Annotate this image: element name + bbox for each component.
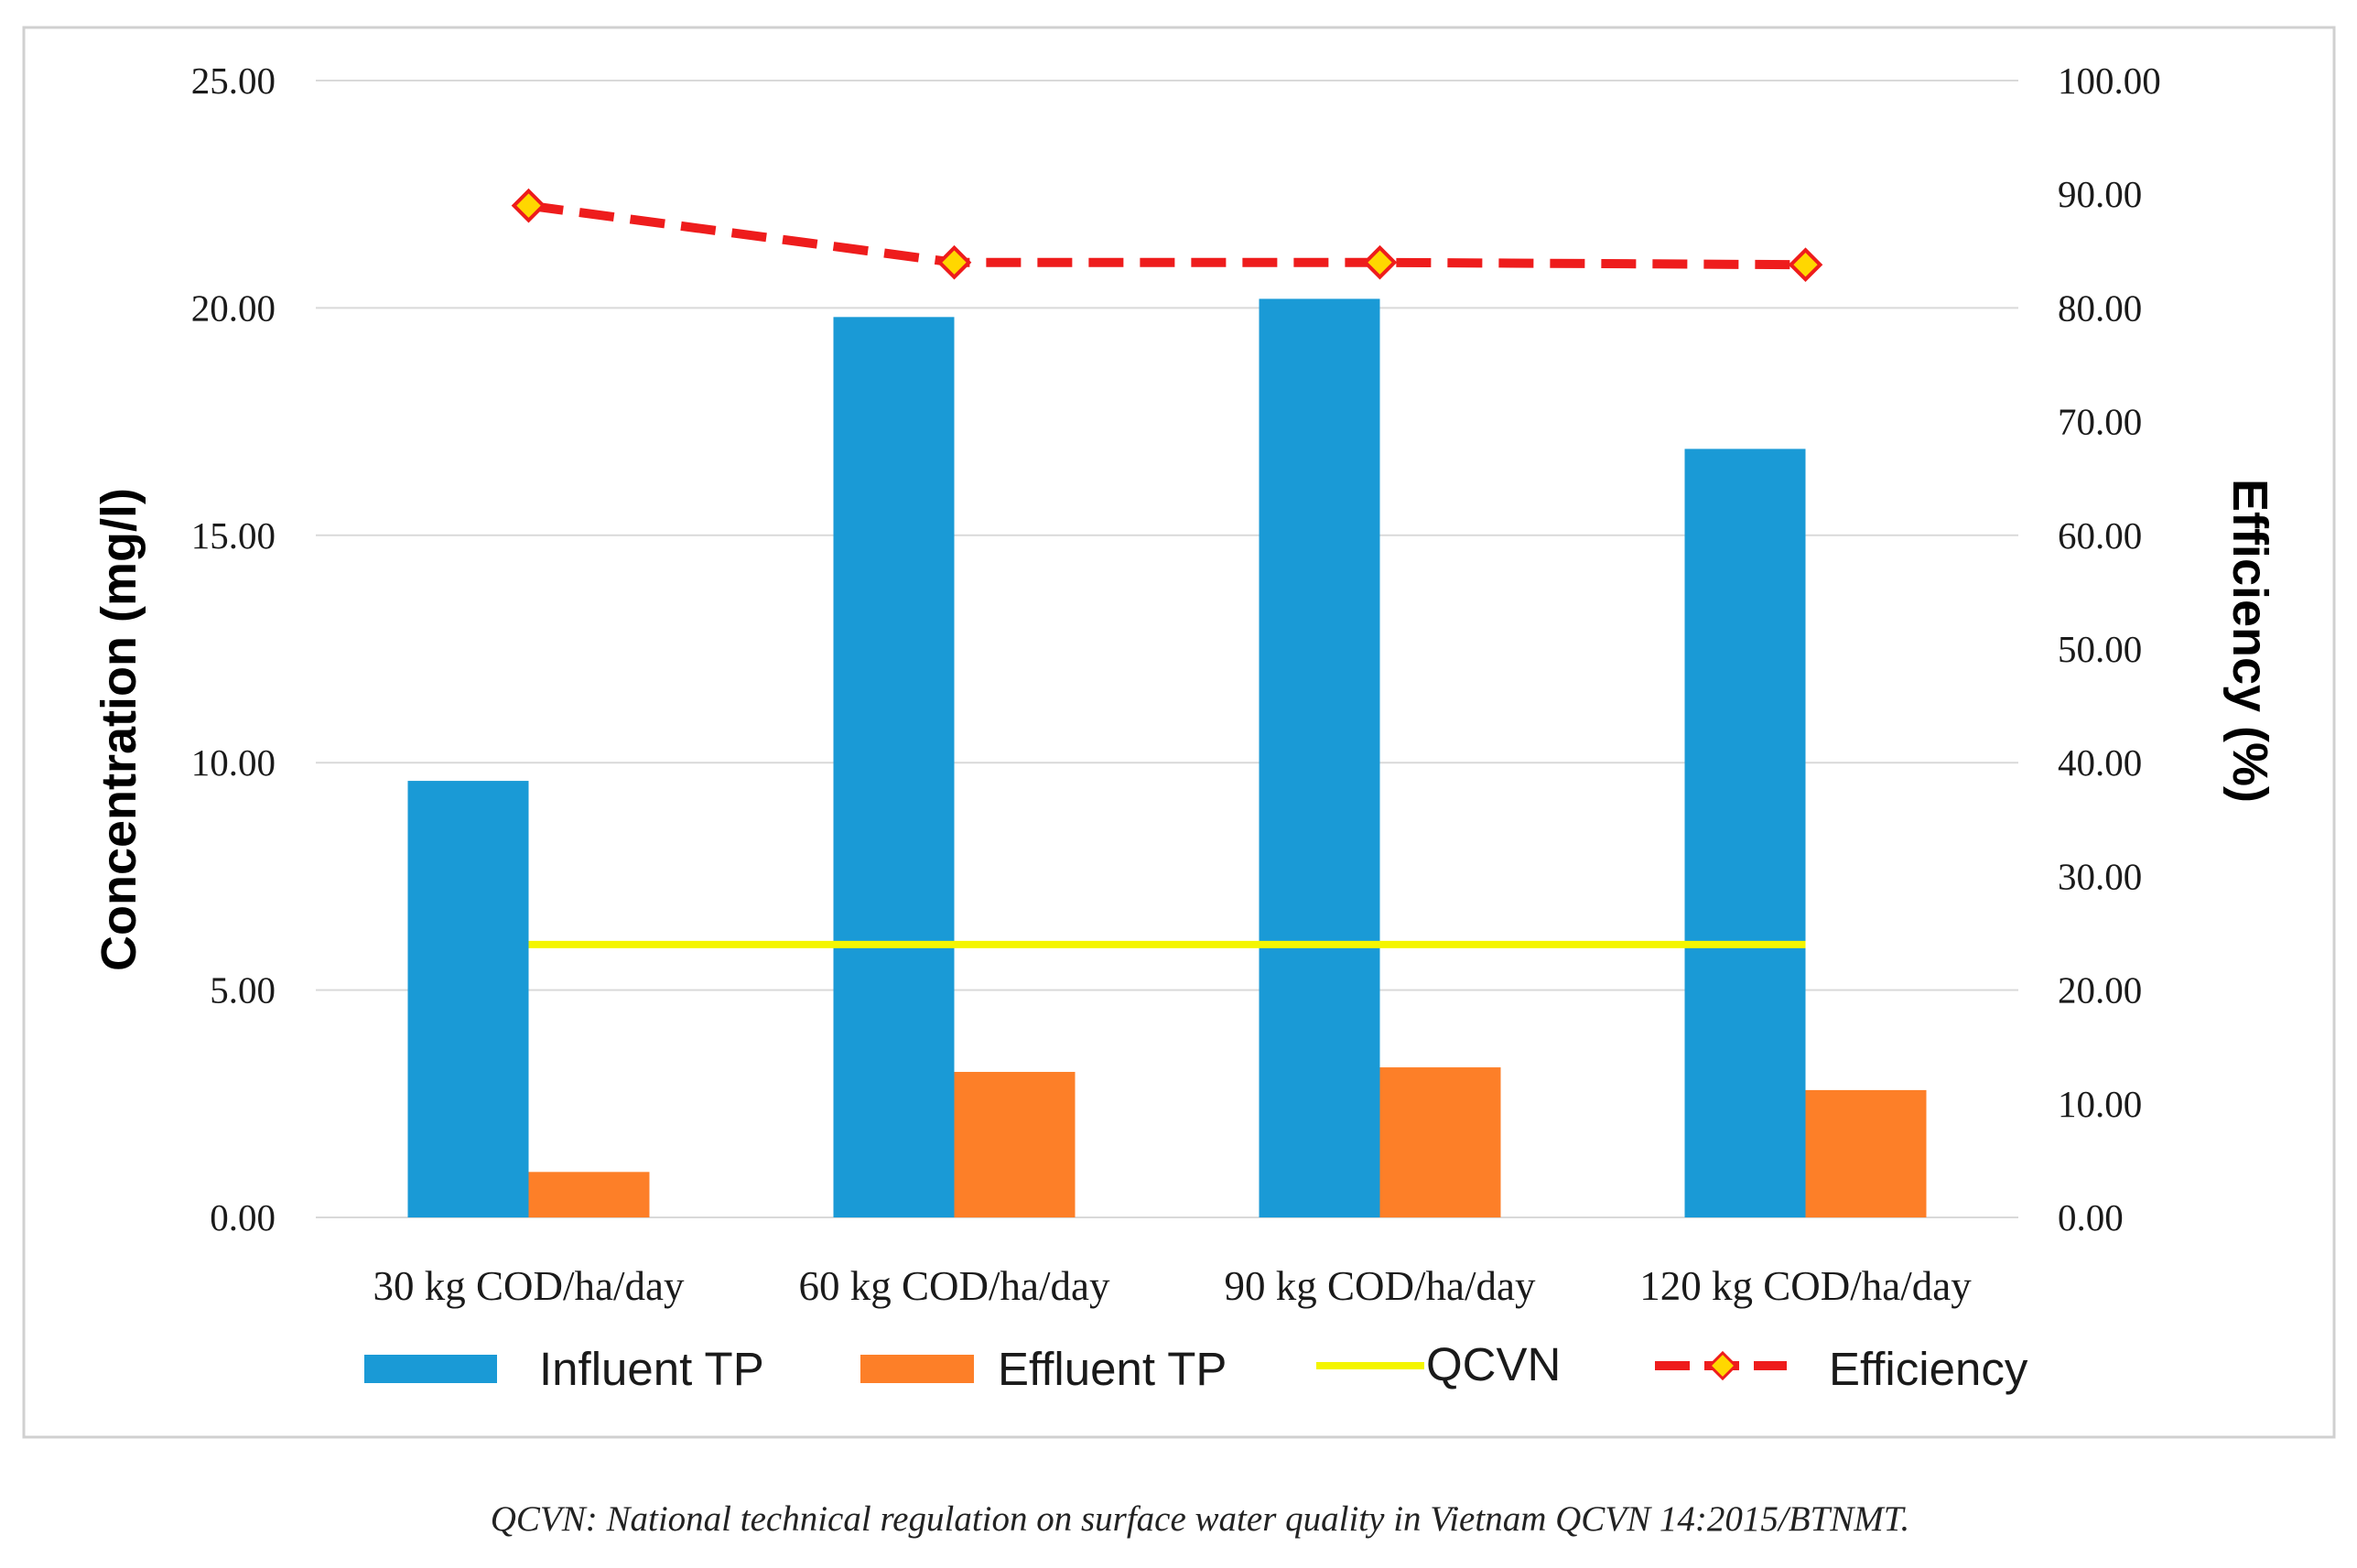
bar-effluent <box>1805 1089 1927 1217</box>
tick-labels: 0.00 5.00 10.00 15.00 20.00 25.00 0.00 10.00 20.… <box>191 59 2161 1309</box>
lines <box>511 188 1823 948</box>
bar-effluent <box>1379 1067 1501 1217</box>
bar-influent <box>833 317 955 1217</box>
legend-label-qcvn: QCVN <box>1426 1338 1561 1390</box>
bar-effluent <box>954 1072 1076 1217</box>
efficiency-point <box>511 188 546 223</box>
bar-influent <box>1259 298 1380 1217</box>
legend-item-qcvn: QCVN <box>1316 1338 1561 1390</box>
legend-swatch-influent <box>364 1355 497 1383</box>
x-tick-label: 30 kg COD/ha/day <box>373 1263 685 1309</box>
y2-tick-label: 50.00 <box>2058 628 2142 670</box>
y2-tick-label: 80.00 <box>2058 287 2142 329</box>
efficiency-point <box>936 244 972 280</box>
y2-tick-label: 20.00 <box>2058 969 2142 1011</box>
y2-tick-label: 60.00 <box>2058 514 2142 557</box>
y2-tick-label: 10.00 <box>2058 1083 2142 1125</box>
y2-tick-label: 40.00 <box>2058 741 2142 784</box>
efficiency-line <box>527 200 1806 270</box>
y2-tick-label: 100.00 <box>2058 59 2161 102</box>
bar-influent <box>1684 449 1806 1218</box>
y-tick-label: 25.00 <box>191 59 276 102</box>
y2-tick-label: 0.00 <box>2058 1196 2124 1238</box>
efficiency-point <box>1788 247 1823 283</box>
y-tick-label: 20.00 <box>191 287 276 329</box>
chart-frame <box>22 26 2336 1439</box>
y2-tick-label: 30.00 <box>2058 855 2142 897</box>
x-tick-label: 90 kg COD/ha/day <box>1225 1263 1536 1309</box>
y2-tick-label: 70.00 <box>2058 401 2142 443</box>
legend-item-efficiency: Efficiency <box>1655 1343 2028 1395</box>
efficiency-point <box>1362 244 1398 280</box>
y-tick-label: 15.00 <box>191 514 276 557</box>
y2-tick-label: 90.00 <box>2058 173 2142 215</box>
legend-item-effluent: Effluent TP <box>860 1343 1227 1395</box>
y-tick-label: 10.00 <box>191 741 276 784</box>
bar-influent <box>407 781 529 1217</box>
y-axis-title: Concentration (mg/l) <box>92 488 146 971</box>
y-tick-label: 5.00 <box>210 969 276 1011</box>
legend-label-efficiency: Efficiency <box>1829 1343 2028 1395</box>
figure-caption: QCVN: National technical regulation on s… <box>491 1499 1910 1539</box>
x-tick-label: 60 kg COD/ha/day <box>799 1263 1110 1309</box>
legend-label-influent: Influent TP <box>539 1343 764 1395</box>
y-tick-label: 0.00 <box>210 1196 276 1238</box>
legend-item-influent: Influent TP <box>364 1343 764 1395</box>
x-tick-label: 120 kg COD/ha/day <box>1639 1263 1972 1309</box>
legend: Influent TP Effluent TP QCVN Efficiency <box>364 1338 2028 1395</box>
legend-label-effluent: Effluent TP <box>998 1343 1227 1395</box>
bars <box>407 298 1927 1218</box>
legend-swatch-effluent <box>860 1355 974 1383</box>
bar-effluent <box>528 1172 650 1217</box>
y2-axis-title: Efficiency (%) <box>2222 479 2277 803</box>
legend-marker-efficiency <box>1707 1350 1738 1381</box>
